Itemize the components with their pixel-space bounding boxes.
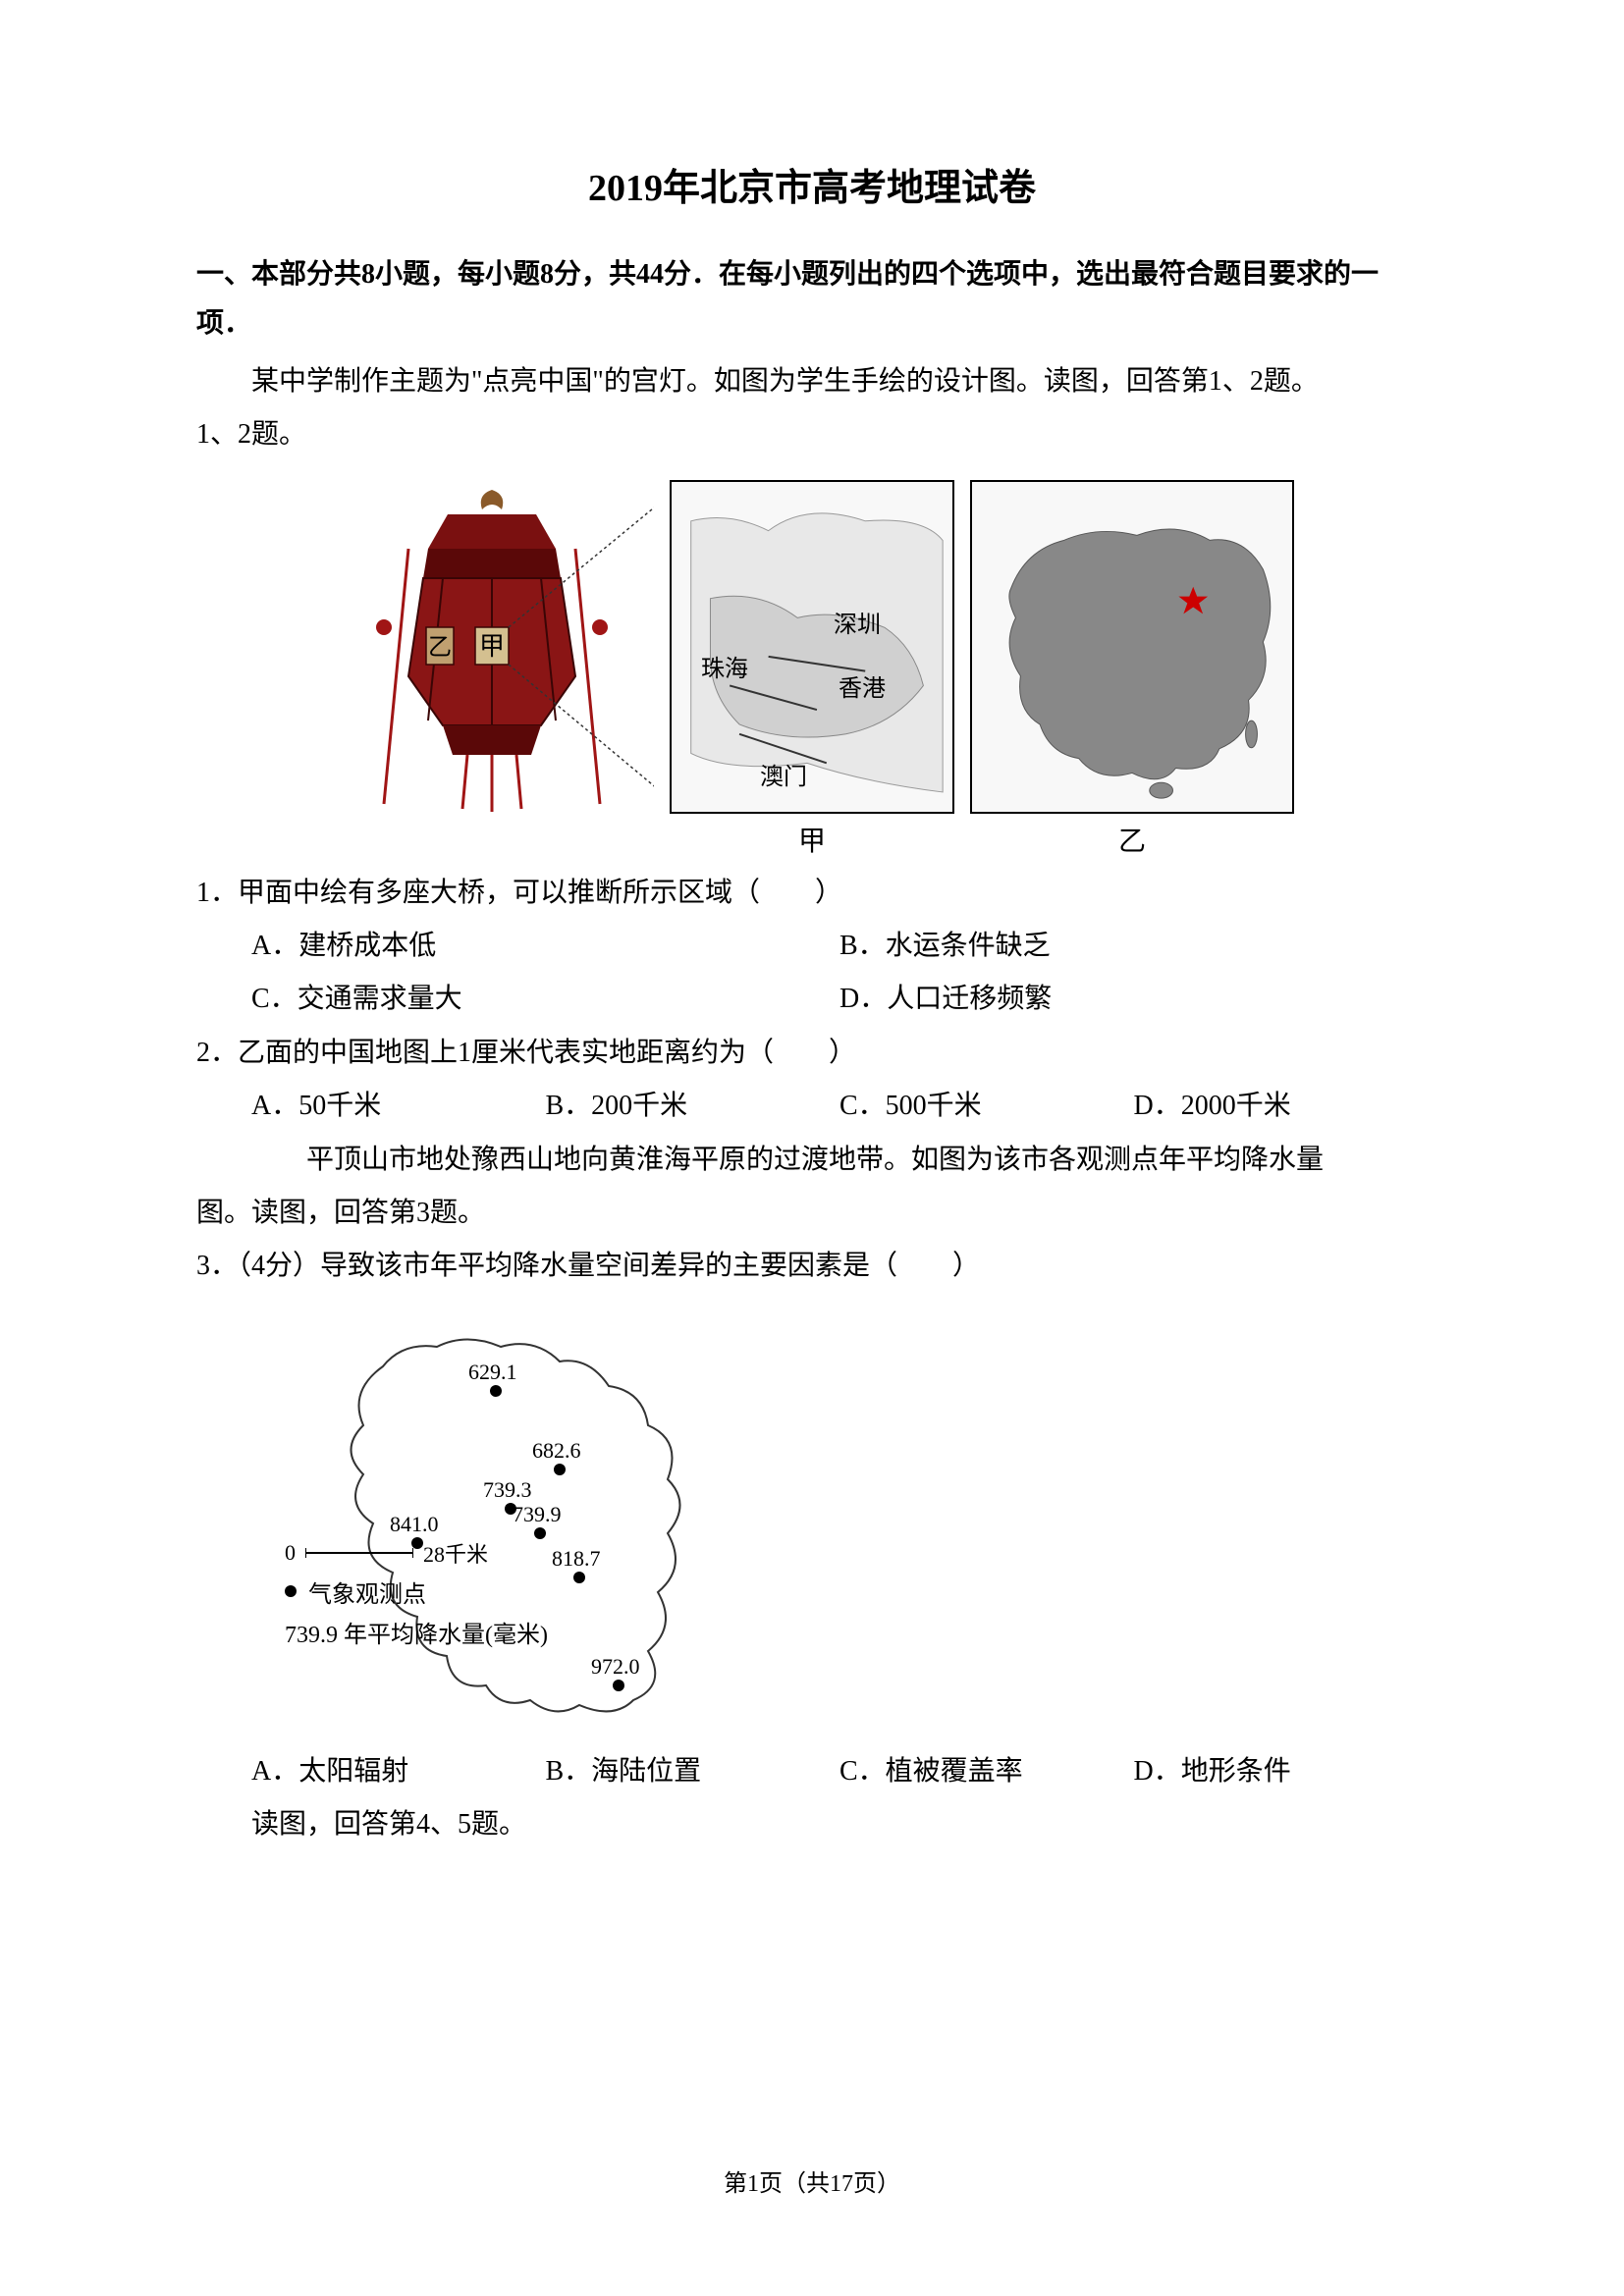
q3-opt-a: A．太阳辐射 [251, 1747, 546, 1796]
q3-opt-c: C．植被覆盖率 [839, 1747, 1134, 1796]
page-footer: 第1页（共17页） [0, 2163, 1624, 2198]
scalebar-zero: 0 [285, 1540, 296, 1566]
q3-opt-d: D．地形条件 [1134, 1747, 1429, 1796]
legend-value-row: 739.9 年平均降水量(毫米) [285, 1615, 548, 1649]
legend-value-text: 739.9 年平均降水量(毫米) [285, 1615, 548, 1649]
observation-value: 841.0 [390, 1512, 439, 1536]
observation-value: 682.6 [532, 1438, 581, 1463]
q1-stem: 1．甲面中绘有多座大桥，可以推断所示区域（ ） [196, 869, 1428, 918]
context-q3-line1: 平顶山市地处豫西山地向黄淮海平原的过渡地带。如图为该市各观测点年平均降水量 [196, 1136, 1428, 1185]
figure-1: 甲 乙 [196, 480, 1428, 859]
observation-value: 972.0 [591, 1654, 640, 1679]
q2-opt-a: A．50千米 [251, 1082, 546, 1131]
pds-scalebar: 0 28千米 气象观测点 739.9 年平均降水量(毫米) [285, 1537, 548, 1649]
q3-options: A．太阳辐射 B．海陆位置 C．植被覆盖率 D．地形条件 [196, 1747, 1428, 1796]
observation-value: 629.1 [468, 1360, 517, 1384]
observation-point [573, 1572, 585, 1583]
q2-opt-c: C．500千米 [839, 1082, 1134, 1131]
q1-opt-c: C．交通需求量大 [251, 975, 839, 1024]
observation-point [490, 1385, 502, 1397]
legend-point-row: 气象观测点 [285, 1575, 548, 1609]
map-china: 30厘米 [970, 480, 1294, 814]
observation-value: 739.9 [513, 1502, 562, 1526]
pds-map: 629.1 682.6739.3739.9 841.0 818.7 972.0 0 28… [255, 1308, 805, 1739]
observation-point [554, 1464, 566, 1475]
q3-opt-b: B．海陆位置 [546, 1747, 840, 1796]
figure-pds: 629.1 682.6739.3739.9 841.0 818.7 972.0 0 28… [255, 1308, 1428, 1739]
map-pearl-river: 深圳 珠海 香港 澳门 [670, 480, 954, 814]
label-shenzhen: 深圳 [834, 605, 881, 639]
page-title: 2019年北京市高考地理试卷 [196, 157, 1428, 211]
q2-opt-b: B．200千米 [546, 1082, 840, 1131]
q2-options: A．50千米 B．200千米 C．500千米 D．2000千米 [196, 1082, 1428, 1131]
figure-1-lantern-panel: 甲 乙 [330, 480, 654, 814]
q1-opt-b: B．水运条件缺乏 [839, 922, 1428, 971]
figure-1-panel-b: 30厘米 乙 [970, 480, 1294, 859]
context-q3-line2: 图。读图，回答第3题。 [196, 1189, 1428, 1238]
figure-1-panel-a: 深圳 珠海 香港 澳门 甲 [670, 480, 954, 859]
q1-opt-a: A．建桥成本低 [251, 922, 839, 971]
label-hongkong: 香港 [839, 668, 886, 703]
legend-dot-icon [285, 1585, 297, 1597]
caption-b: 乙 [1118, 820, 1146, 859]
context-q1-2-line2: 1、2题。 [196, 410, 1428, 459]
q1-opt-d: D．人口迁移频繁 [839, 975, 1428, 1024]
observation-value: 739.3 [483, 1477, 532, 1502]
q1-options-row2: C．交通需求量大 D．人口迁移频繁 [196, 975, 1428, 1024]
context-q4-5: 读图，回答第4、5题。 [196, 1800, 1428, 1849]
lantern-label-jia: 甲 [479, 632, 505, 661]
observation-point [613, 1680, 624, 1691]
lantern-image: 甲 乙 [330, 480, 654, 814]
q2-stem: 2．乙面的中国地图上1厘米代表实地距离约为（ ） [196, 1029, 1428, 1078]
scalebar-label: 28千米 [423, 1537, 488, 1569]
lantern-label-yi: 乙 [428, 635, 452, 661]
q1-options-row1: A．建桥成本低 B．水运条件缺乏 [196, 922, 1428, 971]
caption-a: 甲 [798, 820, 826, 859]
q2-opt-d: D．2000千米 [1134, 1082, 1429, 1131]
label-macau: 澳门 [760, 757, 807, 791]
exam-page: 2019年北京市高考地理试卷 一、本部分共8小题，每小题8分，共44分．在每小题… [0, 0, 1624, 2296]
context-q1-2: 某中学制作主题为"点亮中国"的宫灯。如图为学生手绘的设计图。读图，回答第1、2题… [196, 357, 1428, 406]
section-1-header: 一、本部分共8小题，每小题8分，共44分．在每小题列出的四个选项中，选出最符合题… [196, 250, 1428, 349]
q3-stem: 3．（4分）导致该市年平均降水量空间差异的主要因素是（ ） [196, 1242, 1428, 1291]
observation-value: 818.7 [552, 1546, 601, 1571]
legend-point-text: 气象观测点 [308, 1575, 426, 1609]
label-zhuhai: 珠海 [701, 649, 748, 683]
